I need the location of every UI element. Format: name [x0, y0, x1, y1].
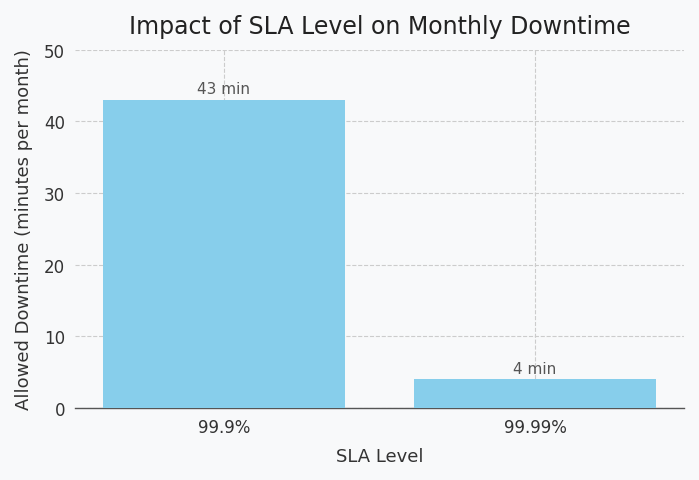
- Y-axis label: Allowed Downtime (minutes per month): Allowed Downtime (minutes per month): [15, 49, 33, 409]
- Bar: [103, 101, 345, 408]
- Title: Impact of SLA Level on Monthly Downtime: Impact of SLA Level on Monthly Downtime: [129, 15, 630, 39]
- Bar: [414, 380, 656, 408]
- X-axis label: SLA Level: SLA Level: [336, 447, 423, 465]
- Text: 4 min: 4 min: [513, 361, 556, 376]
- Text: 43 min: 43 min: [197, 82, 250, 97]
